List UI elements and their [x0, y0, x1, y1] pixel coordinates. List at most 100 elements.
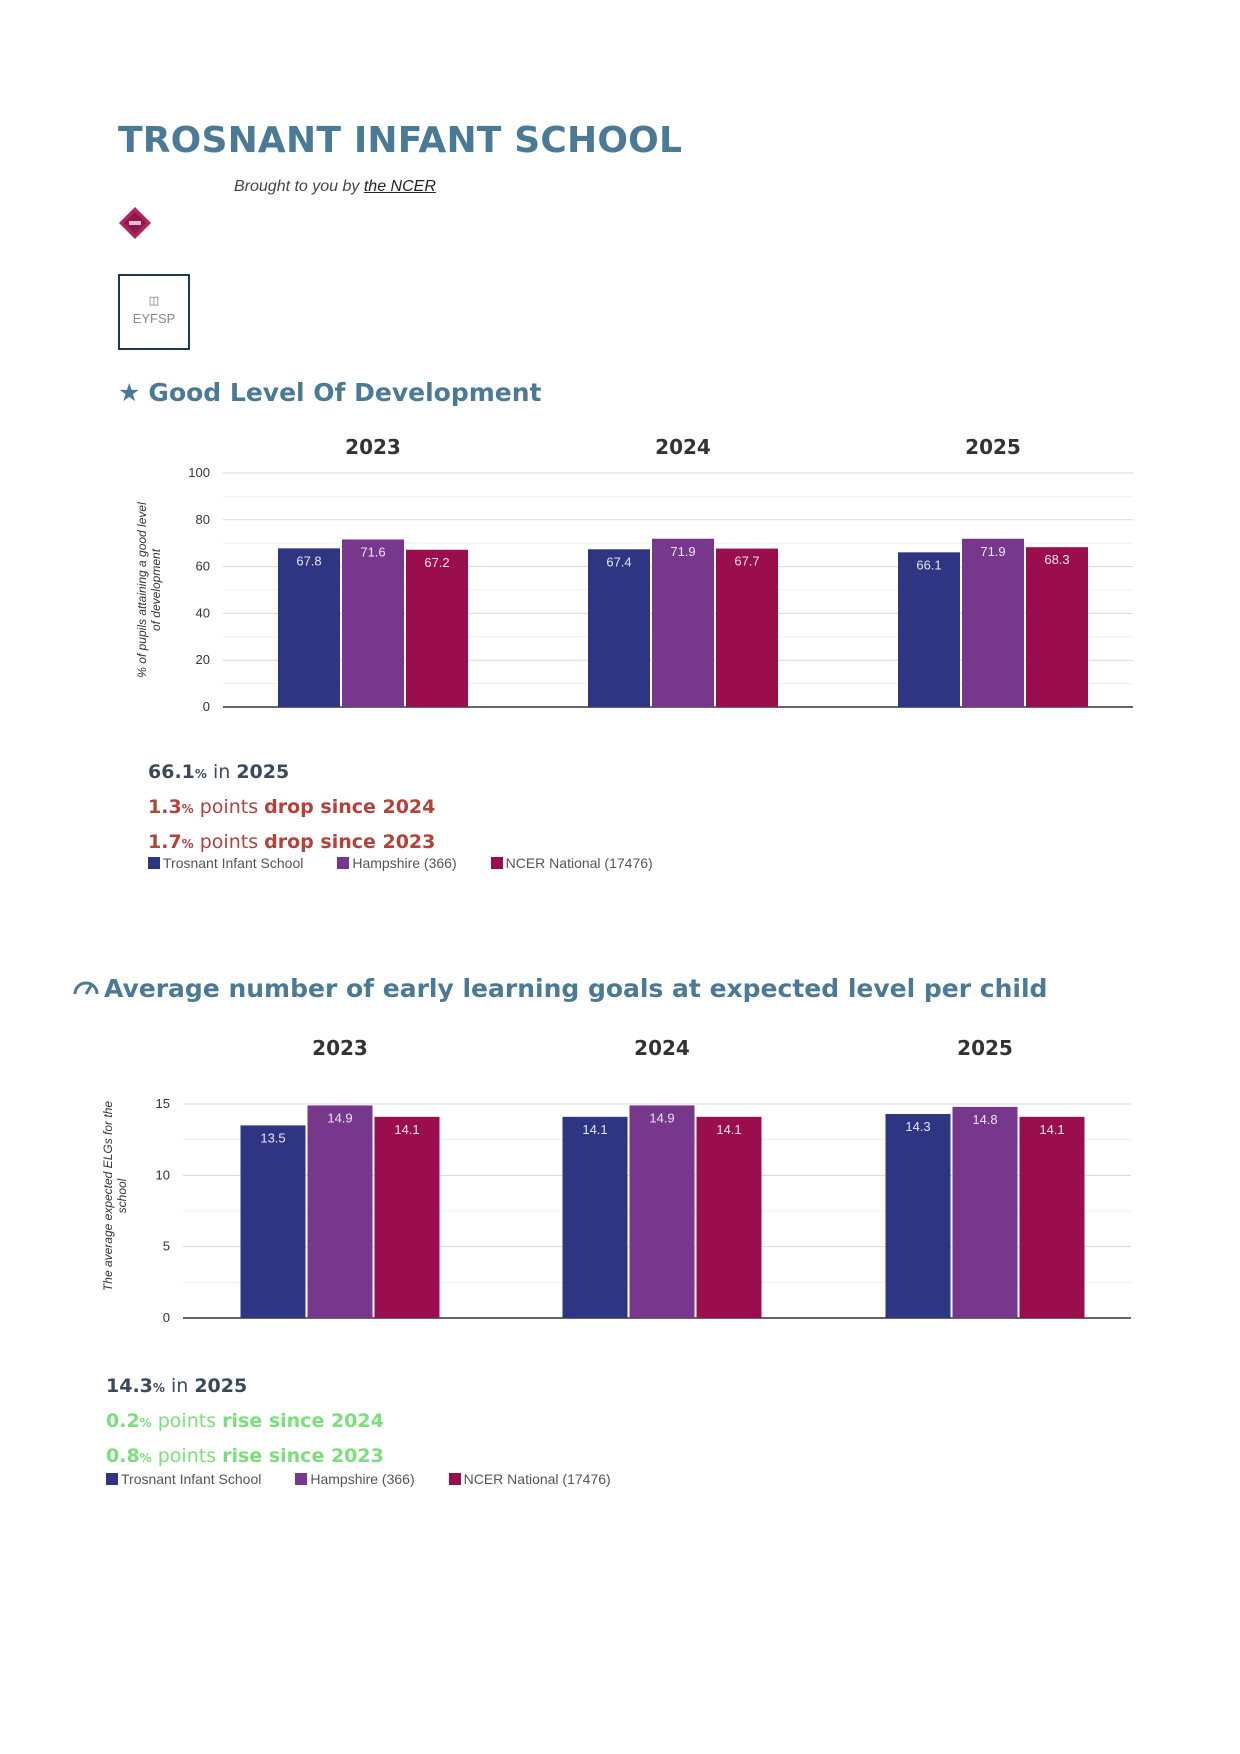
bar-value-label: 14.1	[1039, 1122, 1064, 1137]
section-title-elg: Average number of early learning goals a…	[72, 974, 1047, 1003]
y-axis-title-line: of development	[149, 548, 163, 631]
attribution: Brought to you by the NCER	[234, 178, 436, 196]
summary-unit: %	[194, 767, 207, 781]
legend-label: NCER National (17476)	[505, 855, 653, 871]
y-tick-label: 0	[203, 699, 210, 714]
bar	[588, 549, 650, 707]
summary-text: in	[206, 761, 237, 783]
bar	[716, 548, 778, 707]
summary-main: 66.1% in 2025	[148, 756, 435, 791]
change-unit: %	[181, 802, 194, 816]
change-text: points	[151, 1410, 223, 1432]
bar-value-label: 67.7	[734, 554, 759, 569]
change-unit: %	[139, 1451, 152, 1465]
legend-swatch	[106, 1473, 118, 1485]
summary-value: 66.1	[148, 761, 195, 783]
bar-value-label: 14.1	[582, 1122, 607, 1137]
change-unit: %	[181, 837, 194, 851]
legend-item-county: Hampshire (366)	[295, 1471, 415, 1487]
legend-item-school: Trosnant Infant School	[106, 1471, 261, 1487]
change-value: 1.3	[148, 796, 182, 818]
gld-summary: 66.1% in 2025 1.3% points drop since 202…	[148, 756, 435, 861]
gauge-icon	[72, 974, 100, 1003]
bar	[278, 548, 340, 707]
y-tick-label: 40	[196, 605, 210, 620]
legend-item-county: Hampshire (366)	[337, 855, 457, 871]
change-text: points	[193, 831, 265, 853]
bar	[898, 552, 960, 707]
change-text: points	[193, 796, 265, 818]
legend-swatch	[490, 857, 503, 869]
bar-value-label: 14.9	[649, 1110, 674, 1125]
bar	[885, 1113, 951, 1318]
legend-item-national: NCER National (17476)	[490, 855, 653, 871]
y-axis-title-line: % of pupils attaining a good level	[135, 502, 149, 678]
change-value: 1.7	[148, 831, 182, 853]
bar	[240, 1125, 306, 1318]
category-label: 2023	[345, 435, 401, 459]
ncer-link[interactable]: the NCER	[363, 178, 436, 195]
legend-swatch	[448, 1473, 461, 1485]
category-label: 2024	[634, 1036, 690, 1060]
change-unit: %	[139, 1416, 152, 1430]
category-label: 2025	[957, 1036, 1013, 1060]
change-word: drop since 2024	[264, 796, 436, 818]
eyfsp-tab[interactable]: ◫ EYFSP	[118, 274, 190, 350]
y-tick-label: 60	[196, 559, 210, 574]
bar-value-label: 67.2	[424, 555, 449, 570]
change-text: points	[151, 1445, 223, 1467]
bar	[1026, 547, 1088, 707]
bar-value-label: 71.9	[980, 544, 1005, 559]
bar-value-label: 14.1	[394, 1122, 419, 1137]
section-title-text: Average number of early learning goals a…	[104, 974, 1048, 1003]
summary-unit: %	[152, 1381, 165, 1395]
summary-change-1: 1.3% points drop since 2024	[148, 791, 435, 826]
section-title-text: Good Level Of Development	[148, 378, 542, 407]
bar	[374, 1116, 440, 1318]
elg-summary: 14.3% in 2025 0.2% points rise since 202…	[106, 1370, 384, 1475]
legend-swatch	[148, 857, 160, 869]
y-axis-title-line: school	[115, 1178, 129, 1213]
legend-label: Hampshire (366)	[310, 1471, 415, 1487]
star-icon: ★	[118, 378, 141, 407]
y-axis-title-line: The average expected ELGs for the	[101, 1101, 115, 1291]
bar	[1019, 1116, 1085, 1318]
y-axis-title: The average expected ELGs for the school	[101, 1101, 129, 1291]
bar-value-label: 71.9	[670, 544, 695, 559]
bar	[952, 1106, 1018, 1318]
bar	[406, 549, 468, 707]
section-title-gld: ★ Good Level Of Development	[118, 378, 542, 407]
legend-swatch	[295, 1473, 308, 1485]
legend-item-national: NCER National (17476)	[448, 1471, 611, 1487]
elg-legend: Trosnant Infant School Hampshire (366) N…	[106, 1471, 645, 1487]
y-tick-label: 80	[196, 512, 210, 527]
bar-value-label: 14.8	[972, 1112, 997, 1127]
bar-value-label: 14.3	[905, 1119, 930, 1134]
change-word: rise since 2023	[222, 1445, 384, 1467]
y-tick-label: 100	[188, 465, 210, 480]
category-label: 2023	[312, 1036, 368, 1060]
bar-value-label: 66.1	[916, 557, 941, 572]
summary-text: in	[164, 1375, 195, 1397]
y-tick-label: 15	[156, 1096, 170, 1111]
summary-main: 14.3% in 2025	[106, 1370, 384, 1405]
y-tick-label: 5	[163, 1239, 170, 1254]
change-word: rise since 2024	[222, 1410, 384, 1432]
summary-value: 14.3	[106, 1375, 153, 1397]
summary-change-1: 0.2% points rise since 2024	[106, 1405, 384, 1440]
summary-change-2: 0.8% points rise since 2023	[106, 1440, 384, 1475]
change-value: 0.8	[106, 1445, 140, 1467]
document-icon: ◫	[148, 295, 160, 307]
legend-label: Hampshire (366)	[352, 855, 457, 871]
category-label: 2024	[655, 435, 711, 459]
legend-label: NCER National (17476)	[463, 1471, 611, 1487]
y-tick-label: 0	[163, 1310, 170, 1325]
bar	[342, 539, 404, 707]
bar-value-label: 14.9	[327, 1110, 352, 1125]
summary-change-2: 1.7% points drop since 2023	[148, 826, 435, 861]
y-tick-label: 10	[156, 1167, 170, 1182]
bar	[696, 1116, 762, 1318]
bar-value-label: 67.8	[296, 553, 321, 568]
